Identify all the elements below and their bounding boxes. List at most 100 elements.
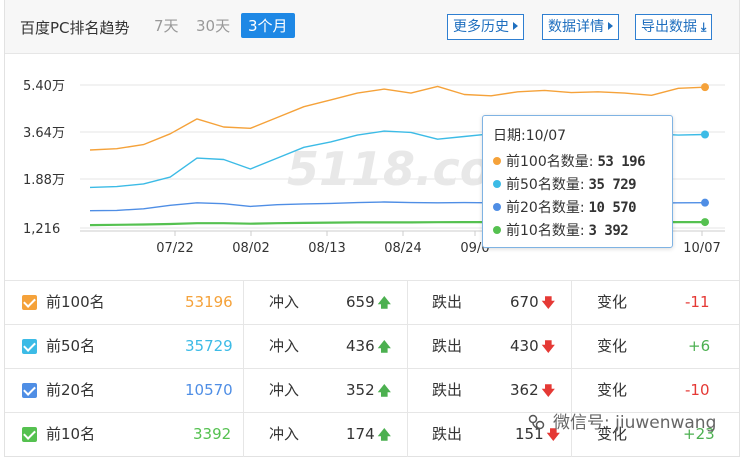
in-count: 436 🡅: [346, 325, 391, 368]
trend-panel: 百度PC排名趋势 7天 30天 3个月 更多历史 数据详情 导出数据 ⤓ 5118…: [4, 0, 740, 457]
tooltip-value: 53 196: [597, 154, 646, 170]
change-value: -10: [685, 381, 710, 399]
y-tick-label: 5.40万: [23, 79, 65, 94]
change-label: 变化: [597, 337, 628, 355]
change-label: 变化: [597, 425, 628, 443]
data-detail-label: 数据详情: [548, 19, 604, 35]
data-point[interactable]: [701, 198, 709, 207]
tooltip-label: 前50名数量:: [506, 177, 585, 193]
out-label: 跌出: [432, 381, 463, 399]
arrow-down-icon: 🡇: [541, 296, 556, 311]
arrow-up-icon: 🡅: [377, 384, 392, 399]
data-point[interactable]: [701, 83, 709, 92]
trend-chart: 5118.com 5.40万 3.64万 1.88万 1,216 07/22 08/02…: [5, 55, 739, 280]
series-line: [89, 85, 706, 151]
series-name: 前10名: [46, 425, 96, 443]
x-tick-label: 08/02: [232, 241, 269, 256]
x-tick-label: 07/22: [156, 241, 193, 256]
out-count: 362 🡇: [510, 369, 555, 412]
in-value: 174: [346, 425, 375, 443]
change-value: +6: [688, 337, 711, 355]
series-name: 前20名: [46, 381, 96, 399]
x-tick-label: 08/24: [384, 241, 421, 256]
out-count: 430 🡇: [510, 325, 555, 368]
export-data-button[interactable]: 导出数据 ⤓: [635, 14, 713, 40]
y-tick-label: 1.88万: [23, 173, 65, 188]
x-tick-label: 10/07: [683, 241, 720, 256]
tooltip-value: 3 392: [588, 223, 629, 239]
data-point[interactable]: [701, 218, 709, 227]
tooltip-date: 日期:10/07: [493, 128, 567, 144]
data-detail-button[interactable]: 数据详情: [542, 14, 619, 40]
data-point[interactable]: [701, 130, 709, 139]
out-value: 362: [510, 381, 539, 399]
series-checkbox[interactable]: [22, 383, 37, 398]
table-row: 前50名 35729 冲入 436 🡅 跌出 430 🡇 变化 +6: [5, 324, 739, 369]
tooltip-row: 前20名数量: 10 570: [493, 197, 662, 220]
in-label: 冲入: [269, 381, 300, 399]
tooltip-row: 前10名数量: 3 392: [493, 220, 662, 243]
series-checkbox[interactable]: [22, 295, 37, 310]
arrow-up-icon: 🡅: [377, 296, 392, 311]
change-label: 变化: [597, 293, 628, 311]
in-label: 冲入: [269, 425, 300, 443]
out-value: 430: [510, 337, 539, 355]
y-tick-label: 3.64万: [23, 126, 65, 141]
out-label: 跌出: [432, 425, 463, 443]
x-tick-label: 08/13: [308, 241, 345, 256]
change-value: -11: [685, 293, 710, 311]
change-label: 变化: [597, 381, 628, 399]
export-data-label: 导出数据: [641, 19, 697, 35]
triangle-right-icon: [513, 22, 518, 30]
series-checkbox[interactable]: [22, 427, 37, 442]
in-label: 冲入: [269, 337, 300, 355]
in-value: 659: [346, 293, 375, 311]
tooltip-label: 前100名数量:: [506, 154, 594, 170]
table-row: 前20名 10570 冲入 352 🡅 跌出 362 🡇 变化 -10: [5, 368, 739, 413]
out-label: 跌出: [432, 293, 463, 311]
range-30-days[interactable]: 30天: [196, 17, 231, 35]
series-count: 35729: [185, 337, 233, 355]
arrow-down-icon: 🡇: [546, 428, 561, 443]
in-value: 352: [346, 381, 375, 399]
change-value: +23: [683, 425, 715, 443]
panel-title: 百度PC排名趋势: [20, 19, 130, 37]
range-7-days[interactable]: 7天: [154, 17, 179, 35]
more-history-button[interactable]: 更多历史: [447, 14, 524, 40]
in-value: 436: [346, 337, 375, 355]
out-count: 670 🡇: [510, 281, 555, 324]
tooltip-row: 前50名数量: 35 729: [493, 174, 662, 197]
panel-header: 百度PC排名趋势 7天 30天 3个月 更多历史 数据详情 导出数据 ⤓: [5, 0, 739, 54]
range-3-months[interactable]: 3个月: [241, 13, 295, 38]
legend-dot: [493, 157, 501, 165]
chart-tooltip: 日期:10/07 前100名数量: 53 196 前50名数量: 35 729 前2…: [482, 115, 673, 248]
arrow-up-icon: 🡅: [377, 340, 392, 355]
tooltip-value: 35 729: [588, 177, 637, 193]
wechat-id: 微信号: jiuwenwang: [553, 413, 717, 433]
series-checkbox[interactable]: [22, 339, 37, 354]
legend-dot: [493, 203, 501, 211]
arrow-down-icon: 🡇: [541, 340, 556, 355]
out-value: 151: [515, 425, 544, 443]
legend-dot: [493, 180, 501, 188]
series-name: 前100名: [46, 293, 105, 311]
in-count: 174 🡅: [346, 413, 391, 456]
out-count: 151 🡇: [515, 413, 560, 456]
tooltip-value: 10 570: [588, 200, 637, 216]
arrow-down-icon: 🡇: [541, 384, 556, 399]
wechat-watermark: 微信号: jiuwenwang: [527, 408, 716, 433]
download-icon: ⤓: [701, 20, 707, 34]
series-count: 10570: [185, 381, 233, 399]
more-history-label: 更多历史: [453, 19, 509, 35]
triangle-right-icon: [608, 22, 613, 30]
tooltip-label: 前10名数量:: [506, 223, 585, 239]
in-count: 352 🡅: [346, 369, 391, 412]
series-name: 前50名: [46, 337, 96, 355]
y-tick-label: 1,216: [23, 222, 60, 237]
legend-dot: [493, 226, 501, 234]
series-count: 53196: [185, 293, 233, 311]
out-label: 跌出: [432, 337, 463, 355]
in-label: 冲入: [269, 293, 300, 311]
wechat-icon: [528, 414, 545, 430]
